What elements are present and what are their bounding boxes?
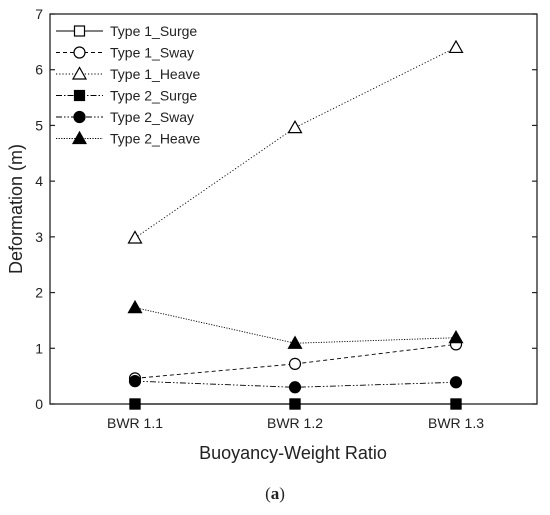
x-tick-label: BWR 1.2	[267, 415, 323, 431]
legend-item: Type 2_Surge	[56, 88, 197, 104]
data-point	[287, 335, 303, 349]
caption-open: (	[265, 484, 271, 503]
legend-item: Type 1_Surge	[56, 23, 197, 39]
legend-marker	[73, 46, 86, 59]
legend: Type 1_Surge Type 1_Sway Type 1_Heave Type …	[56, 23, 200, 147]
x-axis-title: Buoyancy-Weight Ratio	[199, 443, 387, 463]
x-tick-label: BWR 1.3	[428, 415, 484, 431]
series-3	[127, 39, 464, 244]
legend-marker	[71, 66, 88, 80]
data-point	[127, 299, 143, 314]
x-tick-label: BWR 1.1	[107, 415, 163, 431]
y-axis-title: Deformation (m)	[6, 144, 26, 274]
y-axis: 0 1 2 3 4 5 6 7	[35, 6, 537, 412]
data-point	[129, 398, 141, 410]
data-point	[448, 329, 464, 344]
legend-item: Type 1_Sway	[56, 45, 194, 61]
series-6	[127, 299, 464, 349]
legend-label: Type 1_Sway	[110, 45, 194, 61]
legend-marker	[71, 130, 88, 145]
y-tick-label: 5	[35, 117, 43, 133]
y-tick-label: 3	[35, 229, 43, 245]
data-point	[288, 357, 302, 370]
series-line	[134, 380, 457, 388]
y-tick-label: 4	[35, 173, 43, 189]
legend-label: Type 2_Surge	[110, 88, 197, 104]
legend-label: Type 2_Sway	[110, 109, 194, 125]
legend-label: Type 1_Surge	[110, 23, 197, 39]
data-point	[450, 398, 462, 410]
y-tick-label: 7	[35, 6, 43, 22]
y-tick-label: 0	[35, 396, 43, 412]
data-point	[127, 230, 143, 244]
data-point	[287, 119, 303, 134]
series-line	[134, 47, 457, 239]
legend-marker	[73, 25, 86, 37]
y-tick-label: 6	[35, 62, 43, 78]
y-tick-label: 1	[35, 340, 43, 356]
legend-label: Type 1_Heave	[110, 66, 200, 82]
series-layer	[127, 39, 464, 410]
caption-close: )	[279, 484, 285, 503]
caption-letter: a	[270, 484, 280, 503]
series-4	[129, 398, 462, 410]
series-5	[128, 375, 463, 394]
data-point	[288, 381, 302, 394]
series-line	[134, 343, 457, 379]
chart: 0 1 2 3 4 5 6 7 BWR 1.1 BWR 1.2 BWR 1.3 Type 1_Su…	[6, 6, 538, 463]
data-point	[128, 375, 142, 388]
legend-label: Type 2_Heave	[110, 131, 200, 147]
data-point	[448, 39, 464, 54]
figure-caption: (a)	[0, 484, 550, 504]
legend-item: Type 2_Heave	[56, 131, 200, 147]
data-point	[289, 398, 301, 410]
legend-item: Type 1_Heave	[56, 66, 200, 82]
legend-marker	[73, 89, 86, 102]
data-point	[449, 376, 463, 389]
legend-item: Type 2_Sway	[56, 109, 194, 125]
legend-marker	[73, 110, 86, 124]
y-tick-label: 2	[35, 285, 43, 301]
